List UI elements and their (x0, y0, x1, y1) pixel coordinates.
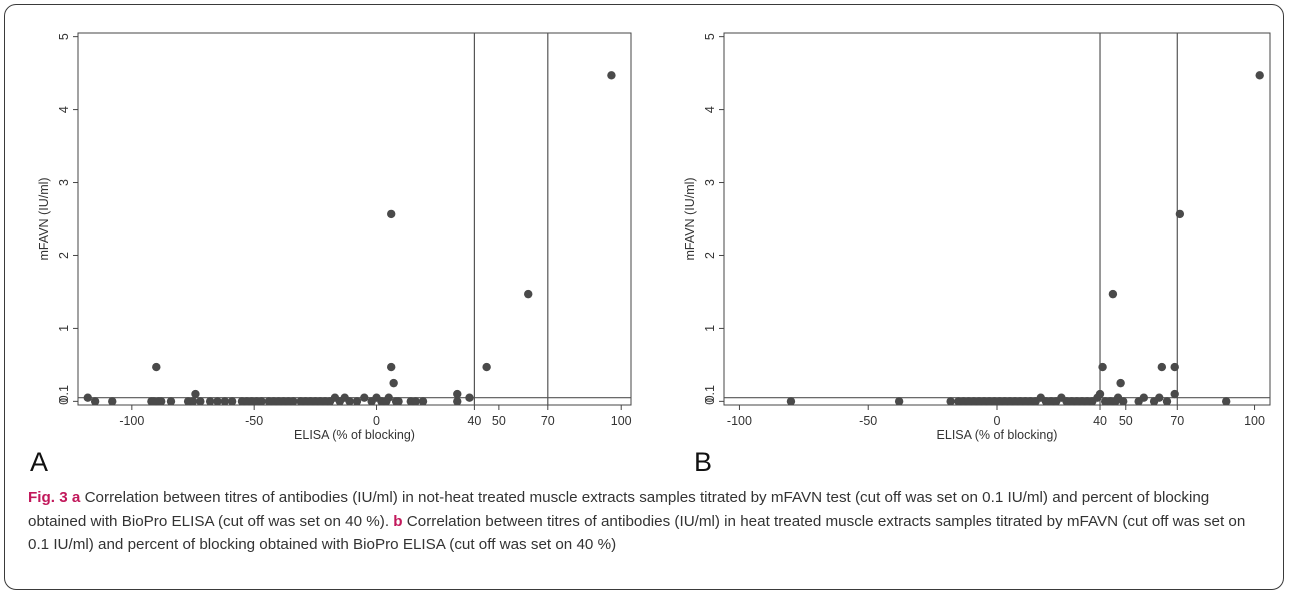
data-point (289, 397, 298, 406)
data-point (205, 397, 215, 406)
data-point (384, 393, 393, 402)
x-tick-label: 0 (994, 414, 1001, 428)
x-tick-label: 40 (467, 414, 481, 428)
x-tick-label: 50 (492, 414, 506, 428)
panel-letter: B (694, 447, 712, 477)
data-point (1255, 71, 1264, 80)
y-tick-label: 4 (57, 106, 71, 113)
data-point (1175, 209, 1185, 219)
data-point (191, 389, 200, 399)
data-point (387, 362, 396, 372)
data-point (220, 397, 230, 406)
data-point (1170, 389, 1179, 399)
caption-b-letter: b (393, 512, 403, 530)
y-tick-label: 0 (57, 398, 71, 405)
figure-caption: Fig. 3 a Correlation between titres of a… (28, 486, 1270, 557)
data-point (227, 397, 237, 406)
data-point (1162, 397, 1172, 406)
chart-panel-a: -100 -50 0 40 50 70 100 0 1 2 3 4 5 0.1 ELISA (% of bl… (30, 32, 632, 477)
data-point (1116, 378, 1125, 388)
y-tick-label: 5 (57, 33, 71, 40)
x-tick-label: -50 (245, 414, 263, 428)
y-tick-label: 5 (703, 33, 717, 40)
data-point (1155, 393, 1164, 402)
data-point (360, 393, 369, 402)
x-tick-label: -100 (727, 414, 752, 428)
x-tick-label: 40 (1093, 414, 1107, 428)
x-tick-label: -100 (119, 414, 144, 428)
x-tick-label: 50 (1119, 414, 1133, 428)
data-point (166, 397, 176, 406)
plot-area (77, 32, 632, 406)
y-cutoff-label: 0.1 (703, 385, 717, 402)
data-point (90, 397, 100, 406)
data-point (607, 71, 616, 80)
data-point (213, 397, 222, 406)
data-point (196, 397, 205, 406)
data-point (152, 362, 161, 372)
data-point (1118, 397, 1128, 406)
caption-a-text: Correlation between titres of antibodies… (28, 489, 1210, 530)
x-tick-label: 0 (373, 414, 380, 428)
y-axis-label: mFAVN (IU/ml) (37, 177, 51, 260)
caption-b-text: Correlation between titres of antibodies… (28, 512, 1246, 554)
x-axis-label: ELISA (% of blocking) (294, 428, 415, 442)
data-point (946, 397, 955, 406)
figure-frame (4, 4, 1284, 590)
y-tick-label: 0 (703, 398, 717, 405)
y-tick-label: 1 (57, 325, 71, 332)
x-tick-label: 70 (541, 414, 555, 428)
data-point (257, 397, 266, 406)
y-tick-label: 3 (703, 179, 717, 186)
y-cutoff-label: 0.1 (57, 385, 71, 402)
data-point (83, 393, 92, 402)
data-point (188, 397, 198, 406)
data-point (482, 362, 491, 372)
data-point (387, 209, 396, 219)
data-point (453, 397, 462, 406)
y-tick-label: 4 (703, 106, 717, 113)
data-point (465, 393, 474, 402)
x-tick-label: 100 (611, 414, 632, 428)
caption-label: Fig. 3 (28, 489, 68, 506)
data-point (453, 389, 462, 399)
y-tick-label: 1 (703, 325, 717, 332)
data-point (1098, 362, 1107, 372)
x-tick-label: 70 (1170, 414, 1184, 428)
data-point (108, 397, 117, 406)
data-point (411, 397, 420, 406)
plot-area (723, 32, 1271, 406)
data-point (345, 397, 354, 406)
data-point (1157, 362, 1167, 372)
data-point (1108, 289, 1118, 299)
data-point (894, 397, 904, 406)
y-tick-label: 2 (57, 252, 71, 259)
data-point (389, 378, 398, 388)
data-point (352, 397, 362, 406)
data-point (1170, 362, 1179, 372)
y-tick-label: 3 (57, 179, 71, 186)
data-point (786, 397, 796, 406)
data-point (1222, 397, 1231, 406)
panel-letter: A (30, 447, 48, 477)
chart-panel-b: -100 -50 0 40 50 70 100 0 1 2 3 4 5 0.1 ELISA (% of bl… (683, 32, 1271, 477)
x-tick-label: 100 (1244, 414, 1265, 428)
x-axis-label: ELISA (% of blocking) (937, 428, 1058, 442)
data-point (524, 289, 533, 299)
data-point (156, 397, 166, 406)
data-point (1139, 393, 1149, 402)
x-tick-label: -50 (859, 414, 877, 428)
caption-a-letter: a (71, 489, 81, 506)
data-point (418, 397, 428, 406)
data-point (394, 397, 403, 406)
y-tick-label: 2 (703, 252, 717, 259)
data-point (1095, 389, 1105, 399)
y-axis-label: mFAVN (IU/ml) (683, 177, 697, 260)
